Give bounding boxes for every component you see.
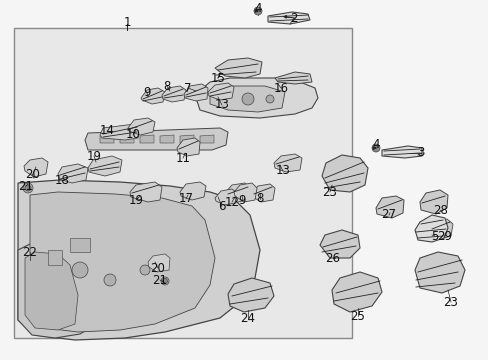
Text: 4: 4 (254, 1, 261, 14)
Text: 9: 9 (238, 194, 245, 207)
Polygon shape (25, 252, 78, 330)
Polygon shape (224, 183, 250, 202)
Text: 24: 24 (240, 311, 255, 324)
Polygon shape (195, 78, 317, 118)
Text: 2: 2 (290, 12, 297, 24)
Polygon shape (274, 72, 311, 84)
Polygon shape (183, 84, 207, 101)
Polygon shape (140, 135, 154, 143)
Circle shape (72, 262, 88, 278)
Polygon shape (100, 124, 140, 140)
Polygon shape (177, 138, 200, 156)
Polygon shape (120, 135, 134, 143)
Polygon shape (414, 215, 447, 242)
Text: 20: 20 (25, 167, 41, 180)
Polygon shape (321, 155, 367, 192)
Text: 28: 28 (433, 203, 447, 216)
Circle shape (371, 144, 379, 152)
Polygon shape (209, 86, 285, 112)
Polygon shape (88, 156, 122, 176)
Text: 17: 17 (178, 193, 193, 206)
Polygon shape (148, 254, 170, 272)
Polygon shape (180, 135, 194, 143)
Text: 4: 4 (371, 139, 379, 152)
Polygon shape (215, 58, 262, 78)
Text: 22: 22 (22, 246, 38, 258)
Polygon shape (18, 180, 260, 340)
Text: 27: 27 (381, 208, 396, 221)
Circle shape (162, 279, 167, 284)
Polygon shape (18, 244, 98, 338)
Polygon shape (141, 88, 164, 104)
Polygon shape (58, 164, 88, 183)
Text: 26: 26 (325, 252, 340, 265)
Text: 8: 8 (163, 80, 170, 93)
Polygon shape (234, 183, 257, 202)
Text: 10: 10 (125, 129, 140, 141)
Text: 19: 19 (86, 149, 102, 162)
Polygon shape (215, 189, 237, 205)
Text: 29: 29 (437, 230, 451, 243)
Polygon shape (85, 128, 227, 150)
Polygon shape (227, 278, 273, 312)
Circle shape (161, 277, 169, 285)
Text: 11: 11 (175, 152, 190, 165)
Text: 12: 12 (224, 195, 239, 208)
Polygon shape (100, 135, 114, 143)
Polygon shape (200, 135, 214, 143)
Polygon shape (48, 250, 62, 265)
Text: 21: 21 (152, 274, 167, 287)
Circle shape (104, 274, 116, 286)
Text: 1: 1 (123, 15, 130, 28)
Polygon shape (251, 184, 274, 202)
Bar (14, 28, 351, 338)
Polygon shape (381, 146, 421, 158)
Text: 15: 15 (210, 72, 225, 85)
Polygon shape (267, 12, 309, 24)
Text: 16: 16 (273, 81, 288, 94)
Polygon shape (207, 83, 234, 100)
Polygon shape (128, 118, 155, 135)
Polygon shape (162, 86, 185, 102)
Text: 8: 8 (256, 193, 263, 206)
Text: 23: 23 (322, 185, 337, 198)
Polygon shape (273, 154, 302, 172)
Circle shape (25, 185, 31, 191)
Polygon shape (30, 192, 215, 332)
Polygon shape (70, 238, 90, 252)
Text: 19: 19 (128, 194, 143, 207)
Text: 21: 21 (19, 180, 34, 193)
Text: 14: 14 (99, 125, 114, 138)
Circle shape (23, 183, 33, 193)
Circle shape (265, 95, 273, 103)
Polygon shape (130, 182, 162, 202)
Text: 20: 20 (150, 261, 165, 274)
Polygon shape (180, 182, 205, 200)
Polygon shape (24, 158, 48, 177)
Polygon shape (429, 219, 452, 239)
Text: 3: 3 (416, 147, 424, 159)
Text: 23: 23 (443, 296, 458, 309)
Text: 13: 13 (214, 99, 229, 112)
Polygon shape (375, 196, 403, 218)
Polygon shape (414, 252, 464, 293)
Circle shape (253, 7, 262, 15)
Text: 25: 25 (350, 310, 365, 323)
Polygon shape (331, 272, 381, 312)
Text: 7: 7 (184, 81, 191, 94)
Text: 6: 6 (218, 199, 225, 212)
Circle shape (242, 93, 253, 105)
Text: 13: 13 (275, 165, 290, 177)
Circle shape (140, 265, 150, 275)
Polygon shape (160, 135, 174, 143)
Text: 5: 5 (430, 230, 438, 243)
Text: 18: 18 (55, 175, 69, 188)
Polygon shape (319, 230, 359, 258)
Polygon shape (419, 190, 447, 214)
Text: 9: 9 (143, 86, 150, 99)
